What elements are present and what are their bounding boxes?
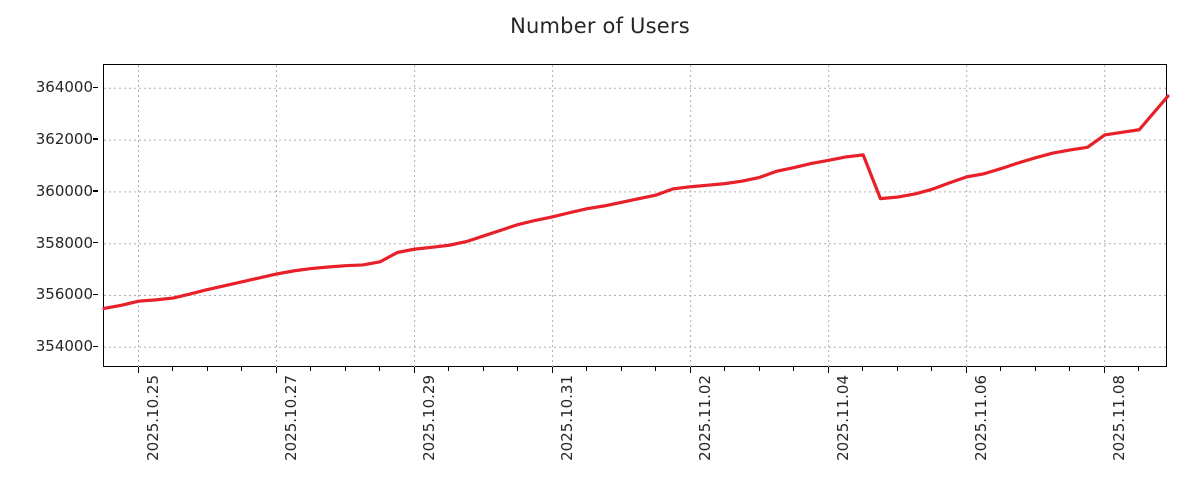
x-axis-minor-tick [655,367,657,371]
x-axis-minor-tick [758,367,760,371]
y-axis-tick-label: 356000 [35,285,93,304]
x-axis-minor-tick [620,367,622,371]
x-axis-minor-tick [413,367,415,371]
y-axis-tick-mark [93,242,98,244]
x-axis-minor-tick [517,367,519,371]
series-line-number-of-users [102,94,1170,311]
x-axis-minor-tick [551,367,553,371]
x-axis-minor-tick [862,367,864,371]
x-axis-tick-label: 2025.10.27 [281,375,300,461]
x-axis-minor-tick [1103,367,1105,371]
x-axis-minor-tick [1000,367,1002,371]
x-axis-minor-tick [137,367,139,371]
x-axis-minor-tick [1034,367,1036,371]
x-axis-minor-tick [931,367,933,371]
y-axis-tick-mark [93,190,98,192]
x-axis-minor-tick [827,367,829,371]
y-axis-tick-label: 360000 [35,181,93,200]
x-axis-minor-tick [724,367,726,371]
x-axis-minor-tick [586,367,588,371]
x-axis-tick-labels: 2025.10.25 2025.10.27 2025.10.29 2025.10.31… [103,367,1167,497]
x-axis-minor-tick [896,367,898,371]
x-axis-tick-label: 2025.11.06 [971,375,990,461]
x-axis-minor-tick [1138,367,1140,371]
y-axis-tick-labels: 354000 356000 358000 360000 362000 364000 [0,64,98,367]
y-axis-tick-label: 364000 [35,78,93,97]
x-axis-minor-tick [172,367,174,371]
x-axis-minor-tick [241,367,243,371]
x-axis-minor-tick [206,367,208,371]
x-axis-tick-label: 2025.11.08 [1109,375,1128,461]
x-axis-tick-label: 2025.10.29 [419,375,438,461]
plot-area [102,64,1170,368]
x-axis-minor-tick [379,367,381,371]
x-axis-minor-tick [689,367,691,371]
x-axis-tick-label: 2025.11.04 [833,375,852,461]
y-axis-tick-mark [93,293,98,296]
y-axis-tick-mark [93,138,98,140]
x-axis-minor-tick [482,367,484,371]
y-axis-tick-label: 358000 [35,233,93,252]
data-line [102,94,1170,311]
x-axis-tick-label: 2025.10.31 [557,375,576,461]
x-axis-minor-tick [1069,367,1071,371]
x-axis-minor-tick [965,367,967,371]
x-axis-minor-tick [275,367,277,371]
y-axis-tick-label: 362000 [35,130,93,149]
x-axis-minor-tick [310,367,312,371]
y-axis-tick-mark [93,345,98,347]
grid-lines [104,65,1168,368]
y-axis-tick-label: 354000 [35,337,93,356]
x-axis-tick-label: 2025.11.02 [695,375,714,461]
x-axis-minor-tick [344,367,346,371]
x-axis-minor-tick [793,367,795,371]
y-axis-tick-mark [93,86,98,88]
x-axis-tick-label: 2025.10.25 [143,375,162,461]
x-axis-minor-tick [448,367,450,371]
chart-title: Number of Users [510,14,690,38]
